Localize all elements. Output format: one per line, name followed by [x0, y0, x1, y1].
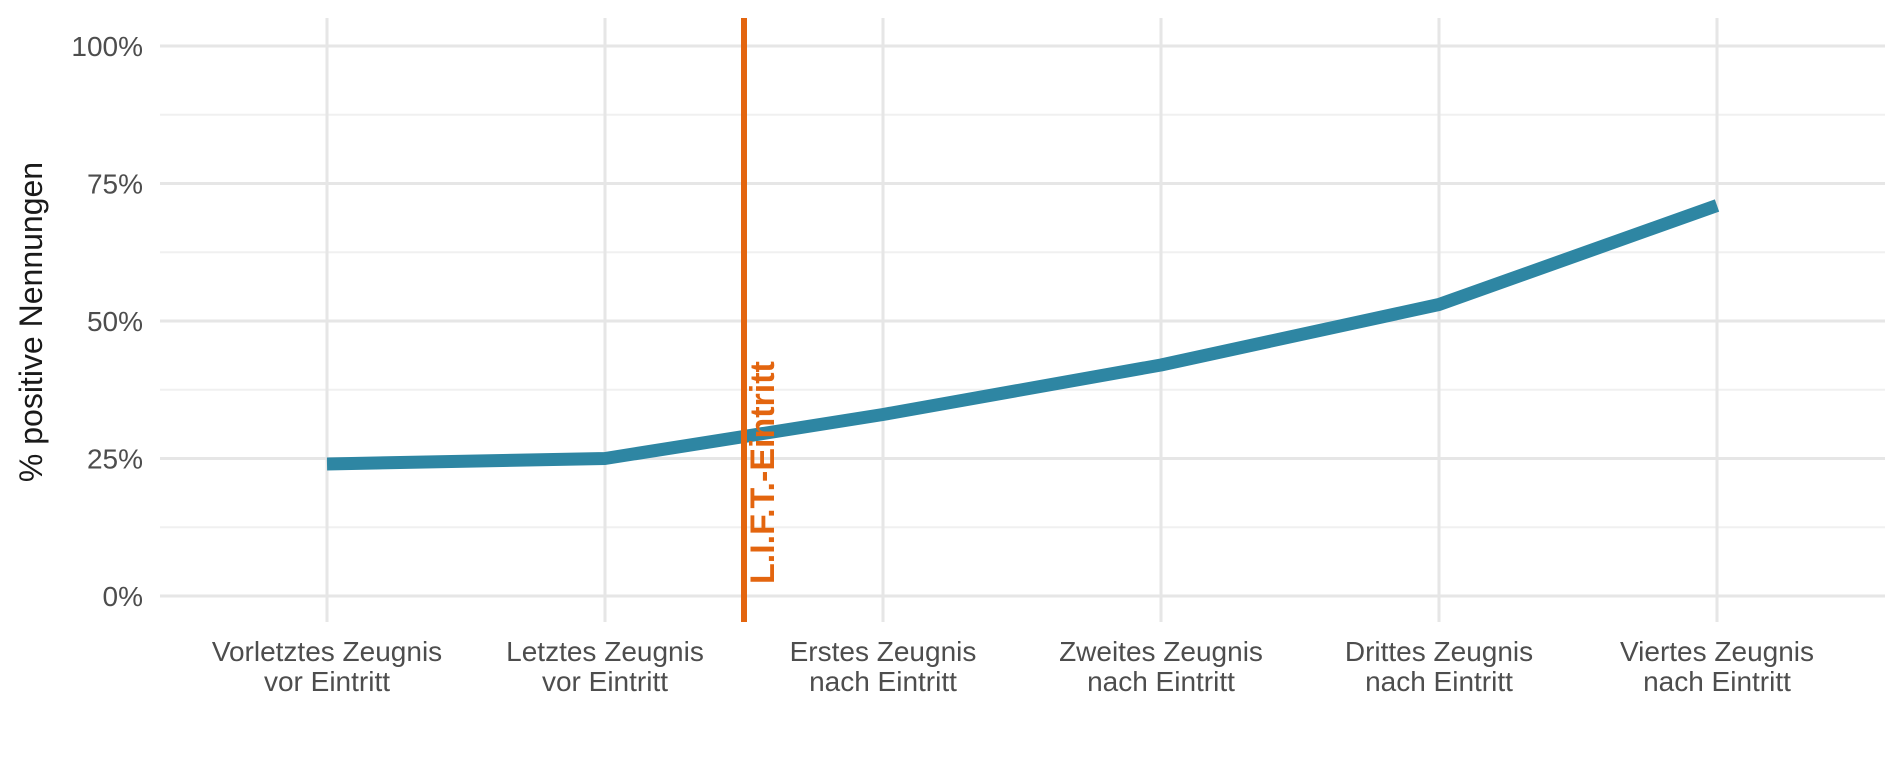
y-axis-ticks: 0% 25% 50% 75% 100% — [71, 31, 143, 612]
y-tick-label: 0% — [103, 581, 143, 612]
y-tick-label: 100% — [71, 31, 143, 62]
annotation-layer: L.I.F.T.-Eintritt — [741, 18, 782, 622]
x-tick-label: Zweites Zeugnis nach Eintritt — [1059, 636, 1263, 697]
y-axis-title: % positive Nennungen — [13, 162, 49, 482]
x-axis-ticks: Vorletztes Zeugnis vor Eintritt Letztes Ze… — [212, 636, 1814, 697]
x-tick-label: Viertes Zeugnis nach Eintritt — [1620, 636, 1814, 697]
x-tick-label: Vorletztes Zeugnis vor Eintritt — [212, 636, 442, 697]
series-line — [326, 199, 1720, 471]
event-marker-label: L.I.F.T.-Eintritt — [744, 361, 782, 584]
x-tick-label: Letztes Zeugnis vor Eintritt — [506, 636, 704, 697]
y-tick-label: 25% — [87, 444, 143, 475]
grid — [160, 18, 1885, 622]
x-tick-label: Drittes Zeugnis nach Eintritt — [1345, 636, 1533, 697]
y-tick-label: 75% — [87, 169, 143, 200]
y-tick-label: 50% — [87, 306, 143, 337]
series-layer — [326, 199, 1720, 471]
x-tick-label: Erstes Zeugnis nach Eintritt — [790, 636, 977, 697]
